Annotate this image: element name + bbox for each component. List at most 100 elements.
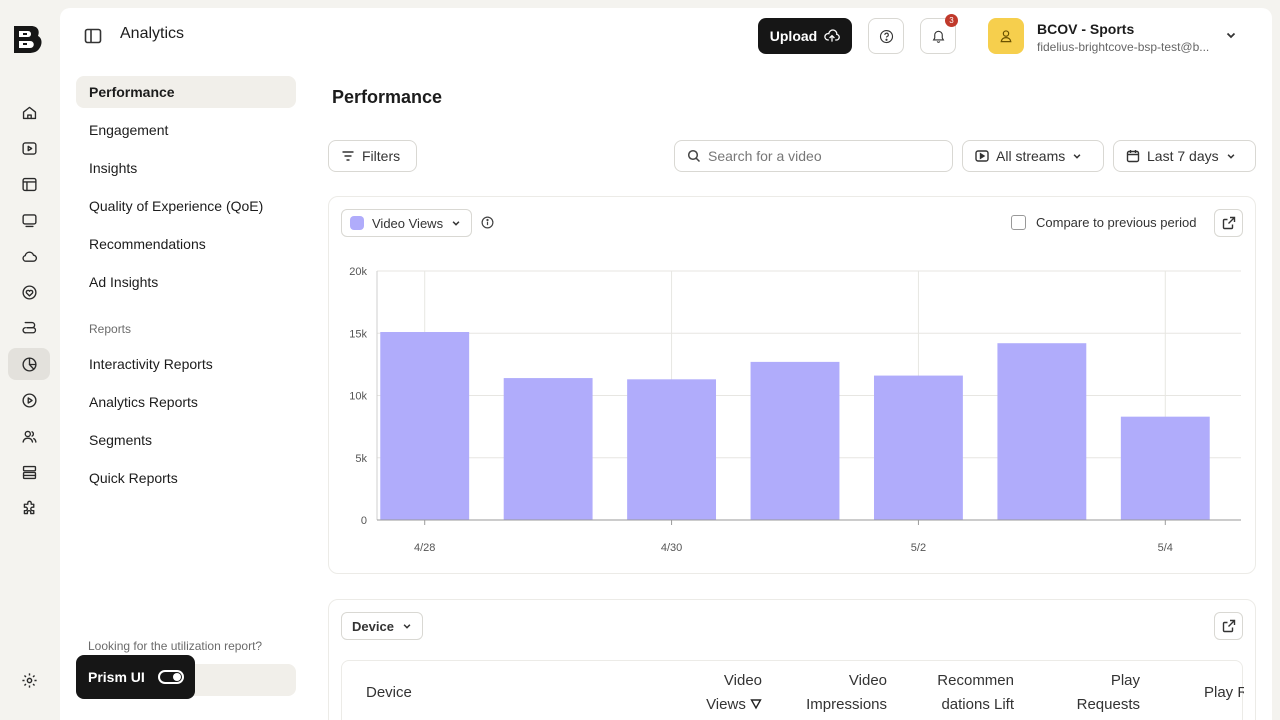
prism-ui-toggle[interactable]: Prism UI (76, 655, 195, 699)
search-input[interactable] (708, 148, 938, 164)
column-video-impressions[interactable]: Video Impressions (806, 672, 887, 713)
export-icon (1222, 619, 1235, 633)
nav-item-quick-reports[interactable]: Quick Reports (89, 470, 178, 486)
bar-5-3 (997, 343, 1087, 520)
avatar (988, 18, 1024, 54)
cloud-upload-icon (824, 29, 841, 42)
nav-item-analytics-reports[interactable]: Analytics Reports (89, 394, 198, 410)
table-header: Device Video Views Video Impressions Recom… (341, 660, 1244, 720)
column-play-requests[interactable]: Play Requests (1076, 672, 1140, 713)
toggle-switch[interactable] (158, 670, 184, 684)
user-icon (1000, 30, 1012, 43)
account-name: BCOV - Sports (1037, 21, 1135, 37)
cloud-icon[interactable] (8, 240, 50, 272)
column-play-rate[interactable]: Play R (1204, 684, 1244, 701)
range-label: Last 7 days (1147, 148, 1219, 164)
y-tick-label: 0 (361, 515, 367, 527)
column-recommendations-lift[interactable]: Recommen dations Lift (937, 672, 1014, 713)
main-panel: Analytics Upload 3 BCOV - Sports fideliu… (60, 8, 1272, 720)
brightcove-logo[interactable] (11, 22, 45, 56)
metric-label: Video Views (372, 215, 444, 231)
analytics-icon[interactable] (8, 348, 50, 380)
prism-label: Prism UI (88, 669, 145, 685)
chevron-down-icon (403, 624, 411, 629)
export-chart-button[interactable] (1214, 209, 1243, 237)
x-tick-label: 4/30 (661, 542, 682, 554)
video-views-chart: 0 5k 10k 15k 20k 4/28 4/30 5/2 5/4 (349, 266, 1241, 554)
bar-5-1 (750, 361, 840, 520)
nav-item-interactivity-reports[interactable]: Interactivity Reports (89, 356, 213, 372)
chevron-down-icon (452, 221, 460, 226)
export-table-button[interactable] (1214, 612, 1243, 640)
streams-label: All streams (996, 148, 1066, 164)
calendar-icon (1126, 150, 1140, 163)
nav-item-engagement[interactable]: Engagement (89, 122, 169, 138)
x-tick-label: 5/4 (1158, 542, 1173, 554)
play-box-icon (975, 150, 989, 162)
upload-label: Upload (769, 28, 818, 44)
filters-button[interactable]: Filters (328, 140, 417, 172)
bar-4-30 (627, 379, 717, 520)
search-icon (687, 149, 701, 163)
column-video-views[interactable]: Video Views (672, 669, 762, 717)
notification-badge: 3 (945, 14, 958, 27)
video-icon[interactable] (8, 132, 50, 164)
upload-button[interactable]: Upload (758, 18, 852, 54)
chevron-down-icon (1227, 154, 1235, 159)
layout-icon[interactable] (8, 168, 50, 200)
sidebar-toggle-icon[interactable] (84, 27, 102, 45)
home-icon[interactable] (8, 96, 50, 128)
account-email: fidelius-brightcove-bsp-test@b... (1037, 40, 1210, 54)
nav-item-ad-insights[interactable]: Ad Insights (89, 274, 159, 290)
date-range-dropdown[interactable]: Last 7 days (1113, 140, 1256, 172)
top-bar: Analytics Upload 3 BCOV - Sports fideliu… (60, 8, 1272, 64)
device-card: Device Device Video Views Video Impression… (328, 599, 1256, 720)
nav-item-performance[interactable]: Performance (76, 76, 296, 108)
sort-desc-icon (750, 699, 762, 710)
bell-icon (932, 30, 944, 43)
y-tick-label: 5k (355, 453, 367, 465)
info-icon[interactable] (481, 216, 494, 229)
icon-rail (0, 0, 58, 720)
x-tick-label: 4/28 (414, 542, 435, 554)
chevron-down-icon (1225, 28, 1237, 40)
player-icon[interactable] (8, 204, 50, 236)
reports-heading: Reports (89, 322, 132, 336)
search-field[interactable] (674, 140, 953, 172)
play-circle-icon[interactable] (8, 384, 50, 416)
users-icon[interactable] (8, 420, 50, 452)
nav-item-recommendations[interactable]: Recommendations (89, 236, 206, 252)
utilization-link[interactable]: Looking for the utilization report? (88, 639, 263, 653)
nav-item-quality-of-experience-qoe[interactable]: Quality of Experience (QoE) (89, 198, 264, 214)
app-title: Analytics (120, 25, 185, 42)
metric-dropdown[interactable]: Video Views (341, 209, 473, 237)
compare-label: Compare to previous period (1036, 215, 1197, 230)
bar-5-4 (1120, 416, 1210, 520)
notifications-button[interactable]: 3 (920, 14, 958, 54)
y-tick-label: 10k (349, 391, 367, 403)
bar-4-28 (380, 332, 470, 520)
x-tick-label: 5/2 (911, 542, 926, 554)
chart-card: Video Views Compare to previous period 0… (328, 196, 1256, 574)
bar-4-29 (503, 378, 593, 520)
device-dropdown-label: Device (352, 618, 394, 634)
nav-item-segments[interactable]: Segments (89, 432, 153, 448)
streams-dropdown[interactable]: All streams (962, 140, 1104, 172)
plugin-icon[interactable] (8, 492, 50, 524)
compare-toggle[interactable]: Compare to previous period (1011, 215, 1196, 230)
brand-icon[interactable] (8, 312, 50, 344)
filter-icon (342, 151, 354, 161)
heart-icon[interactable] (8, 276, 50, 308)
gear-icon[interactable] (8, 664, 50, 696)
filters-label: Filters (362, 148, 401, 164)
help-button[interactable] (868, 18, 904, 54)
compare-checkbox[interactable] (1011, 215, 1026, 230)
chevron-down-icon (1073, 154, 1081, 159)
nav-item-insights[interactable]: Insights (89, 160, 138, 176)
column-video-views-label: Video Views (706, 672, 762, 713)
device-dropdown[interactable]: Device (341, 612, 423, 640)
y-tick-label: 20k (349, 266, 367, 278)
column-device[interactable]: Device (366, 684, 412, 701)
account-menu[interactable]: BCOV - Sports fidelius-brightcove-bsp-te… (988, 18, 1248, 56)
storage-icon[interactable] (8, 456, 50, 488)
